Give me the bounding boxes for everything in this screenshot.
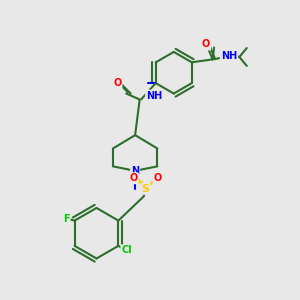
Text: S: S	[142, 184, 149, 194]
Text: NH: NH	[146, 91, 162, 100]
Text: O: O	[113, 78, 122, 88]
Text: O: O	[130, 173, 138, 183]
Text: N: N	[131, 166, 139, 176]
Text: O: O	[202, 40, 210, 50]
Text: F: F	[63, 214, 70, 224]
Text: Cl: Cl	[121, 245, 132, 255]
Text: O: O	[153, 173, 162, 183]
Text: NH: NH	[221, 51, 237, 61]
